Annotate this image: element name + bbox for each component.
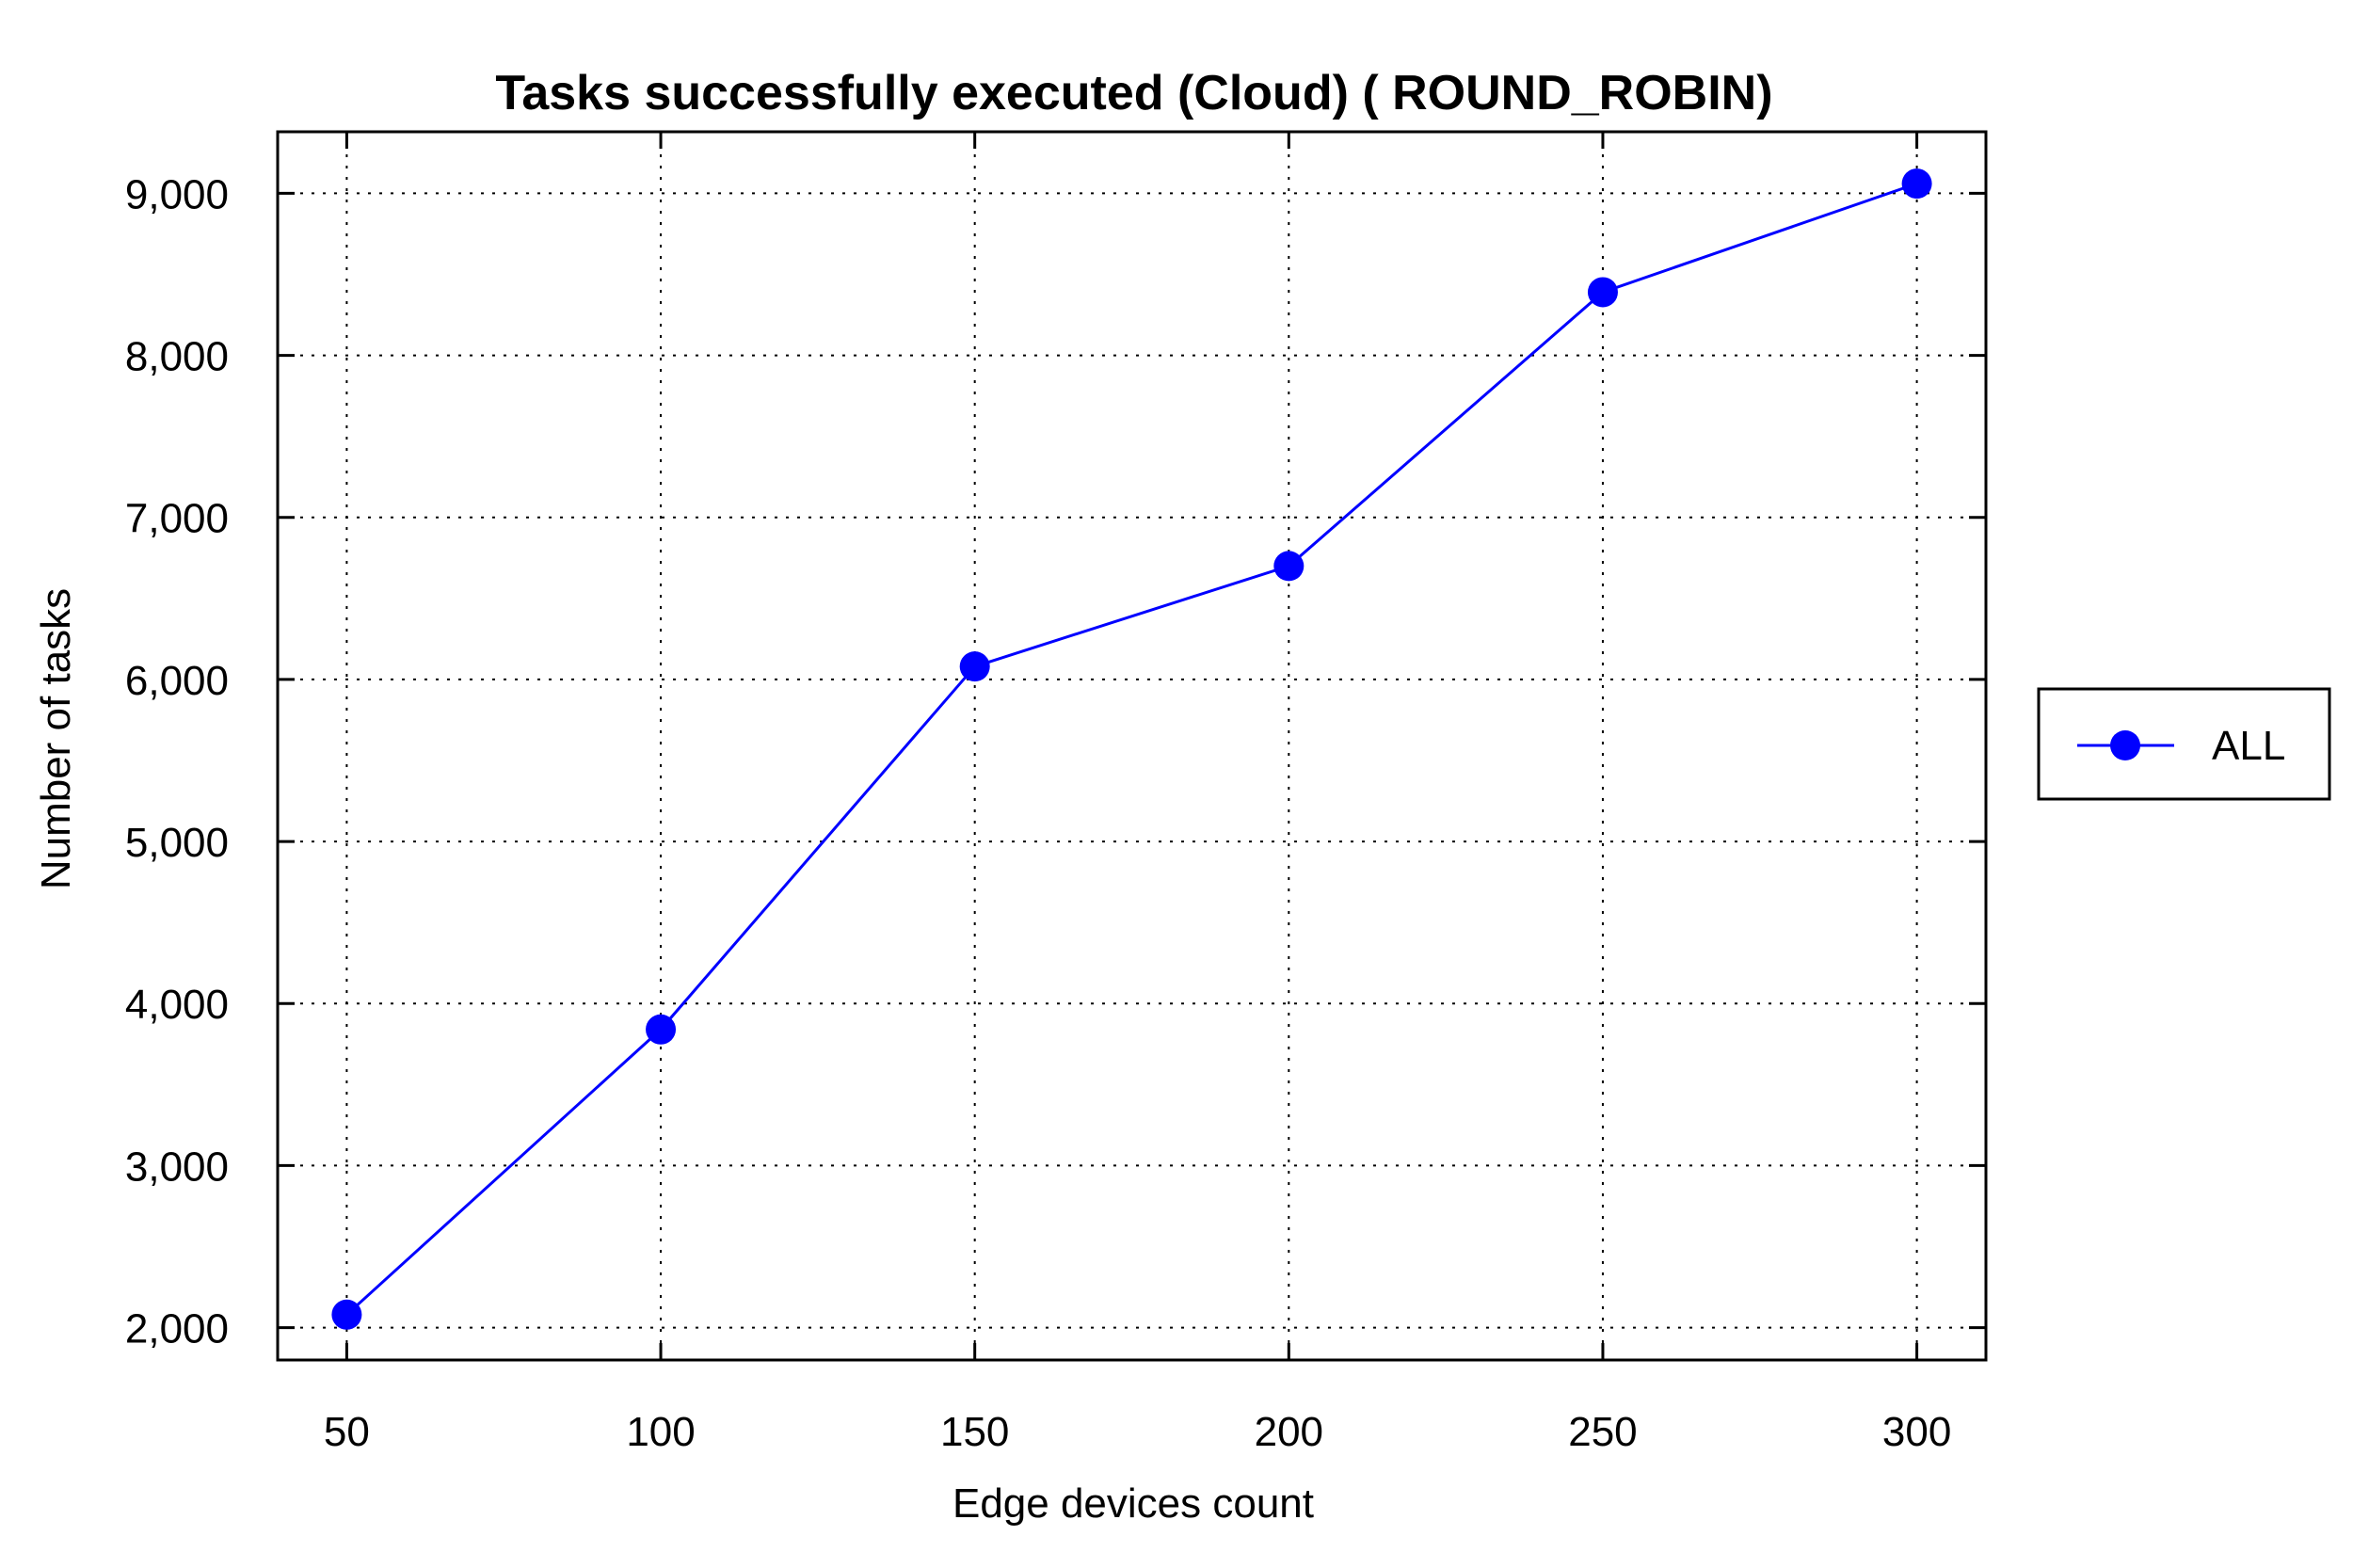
y-tick-label: 3,000 [125,1144,229,1190]
data-point [1901,168,1932,200]
x-axis-label: Edge devices count [952,1480,1314,1527]
y-tick-label: 6,000 [125,658,229,704]
legend-label: ALL [2212,723,2285,769]
data-point [646,1014,677,1045]
x-tick-label: 250 [1568,1409,1637,1455]
plot-frame [276,130,1988,1362]
legend: ALL [2037,687,2331,801]
x-tick-label: 300 [1882,1409,1951,1455]
x-tick-label: 100 [626,1409,695,1455]
y-tick-label: 9,000 [125,171,229,217]
x-tick-label: 50 [324,1409,370,1455]
data-point [1587,277,1618,308]
y-tick-label: 5,000 [125,820,229,866]
grid [278,132,1986,1360]
data-point [331,1299,362,1330]
legend-box [2037,687,2331,801]
x-tick-label: 200 [1255,1409,1323,1455]
y-tick-label: 2,000 [125,1306,229,1352]
y-tick-label: 4,000 [125,982,229,1028]
x-axis: 50 100 150 200 250 300 [324,132,1951,1455]
x-tick-label: 150 [940,1409,1009,1455]
y-tick-label: 7,000 [125,496,229,542]
y-axis-label: Number of tasks [33,588,79,889]
data-point [1273,551,1305,582]
y-tick-label: 8,000 [125,334,229,380]
series-layer [331,168,1932,1330]
y-axis: 2,000 3,000 4,000 5,000 6,000 7,000 8,000 9,000 [125,171,1986,1352]
series-line [345,182,1918,1316]
legend-marker [2110,730,2140,760]
data-point [959,651,990,682]
chart-title: Tasks successfully executed (Cloud) ( RO… [495,66,1772,120]
